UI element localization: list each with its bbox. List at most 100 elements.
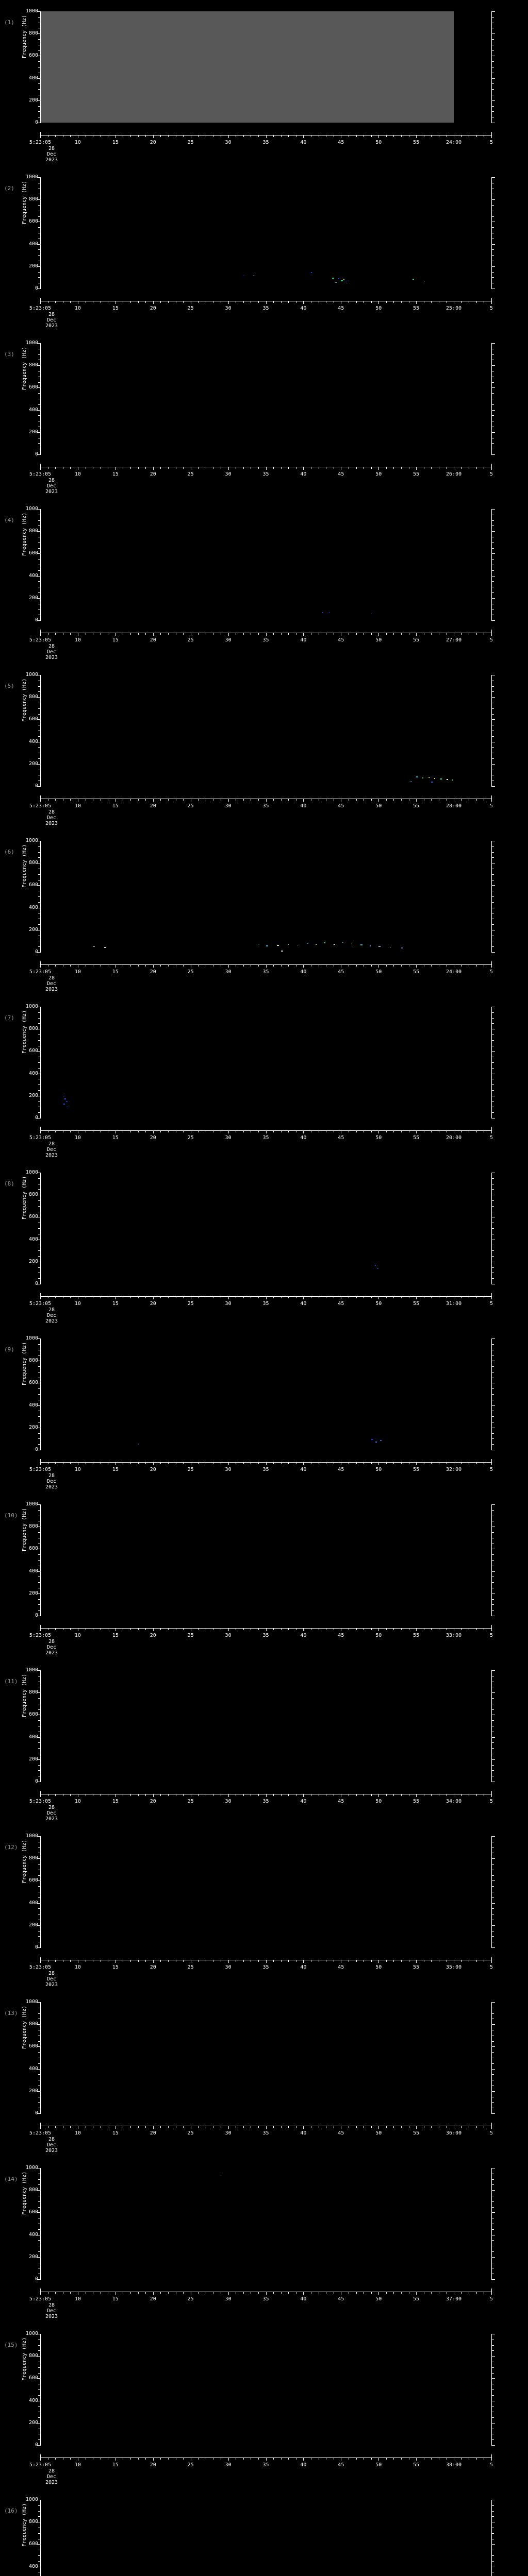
x-axis-tick (243, 2292, 244, 2294)
right-axis-tick (492, 1189, 494, 1190)
spectrogram-plot-area[interactable] (41, 1007, 454, 1118)
x-tick-label: 15 (112, 140, 119, 145)
x-tick-label: 25 (188, 1964, 194, 1970)
right-axis-tick (492, 410, 495, 411)
right-axis-tick (492, 2179, 494, 2180)
x-axis-tick (416, 1960, 417, 1963)
right-axis-tick (492, 2378, 495, 2379)
date-line: 28 (43, 1307, 60, 1313)
spectrogram-plot-area[interactable] (41, 509, 454, 620)
spectrogram-plot-area[interactable] (41, 11, 454, 123)
x-axis-tick (416, 135, 417, 138)
x-tick-label: 5:23:05 (29, 803, 51, 809)
x-axis-tick (401, 2458, 402, 2460)
x-axis-tick (138, 301, 139, 303)
x-axis-cap (491, 132, 492, 135)
spectrogram-plot-area[interactable] (41, 841, 454, 952)
x-tick-label: 24:00 (446, 969, 461, 975)
spectrogram-data-point (332, 278, 334, 279)
x-axis-tick (303, 301, 304, 304)
spectrogram-plot-area[interactable] (41, 1836, 454, 1947)
y-axis-tick (37, 1338, 40, 1339)
right-axis-tick (492, 2074, 494, 2075)
date-line: 2023 (43, 323, 60, 329)
x-axis-tick (258, 1794, 259, 1796)
y-tick-labels: 10008006004002000 (0, 1338, 38, 1450)
right-axis-tick (492, 443, 494, 444)
date-line: Dec (43, 1147, 60, 1153)
y-tick-labels: 10008006004002000 (0, 343, 38, 454)
x-axis-tick (273, 135, 274, 137)
y-axis-tick (37, 2091, 40, 2092)
x-axis-tick (258, 2458, 259, 2460)
spectrogram-plot-area[interactable] (41, 1338, 454, 1450)
x-axis-tick (168, 2292, 169, 2294)
date-line: Dec (43, 981, 60, 987)
x-axis-tick (243, 1794, 244, 1796)
x-axis-tick (153, 1794, 154, 1797)
x-axis-tick (160, 1629, 161, 1630)
x-axis-tick (130, 467, 131, 469)
x-tick-label: 25 (188, 1633, 194, 1638)
spectrogram-plot-area[interactable] (41, 675, 454, 786)
x-axis-tick (138, 965, 139, 967)
x-axis-tick (393, 467, 394, 469)
spectrogram-data-point (345, 281, 347, 282)
x-axis-tick (476, 799, 477, 801)
x-axis-tick (145, 301, 146, 303)
x-tick-label: 50 (375, 2130, 382, 2136)
x-axis-tick (401, 301, 402, 303)
x-axis-tick (130, 633, 131, 635)
x-axis-tick (258, 1960, 259, 1962)
spectrogram-plot-area[interactable] (41, 177, 454, 289)
x-axis-tick (198, 965, 199, 967)
x-axis-cap (491, 961, 492, 965)
spectrogram-plot-area[interactable] (41, 1504, 454, 1616)
spectrogram-plot-area[interactable] (41, 2500, 454, 2576)
right-axis-tick (492, 111, 494, 112)
date-line: 2023 (43, 1982, 60, 1988)
spectrogram-plot-area[interactable] (41, 2334, 454, 2445)
x-tick-label: 35 (262, 1135, 269, 1141)
spectrogram-data-point (380, 1440, 382, 1441)
spectrogram-plot-area[interactable] (41, 1173, 454, 1284)
x-axis-tick (288, 301, 289, 303)
right-axis-tick (492, 387, 495, 388)
spectrogram-plot-area[interactable] (41, 2168, 454, 2279)
spectrogram-plot-area[interactable] (41, 1670, 454, 1782)
x-axis-tick (371, 1960, 372, 1962)
x-axis-tick (228, 467, 229, 470)
right-axis-tick (492, 2516, 494, 2517)
x-tick-label: 45 (338, 140, 344, 145)
x-axis-tick (130, 2292, 131, 2294)
x-tick-label: 15 (112, 2462, 119, 2468)
x-tick-label: 10 (75, 1633, 81, 1638)
x-tick-label: 28:00 (446, 803, 461, 809)
x-tick-label: 20 (150, 2130, 156, 2136)
spectrogram-plot-area[interactable] (41, 343, 454, 454)
x-axis-tick (160, 1131, 161, 1132)
x-axis-tick (55, 633, 56, 635)
spectrogram-panel: (9)Frequency (Hz)100080060040020005:23:0… (0, 1327, 528, 1493)
right-axis-tick (492, 199, 495, 200)
x-tick-label: 30 (225, 306, 232, 311)
right-axis-tick (492, 764, 495, 765)
x-axis-tick (168, 1629, 169, 1630)
date-line: Dec (43, 1479, 60, 1484)
x-axis-tick (145, 1629, 146, 1630)
right-axis-tick (492, 1836, 495, 1837)
x-axis-tick (378, 2292, 379, 2295)
x-axis-cap (491, 1459, 492, 1463)
x-axis-tick (356, 633, 357, 635)
x-tick-label: 40 (300, 1799, 306, 1804)
x-axis-cap (491, 2123, 492, 2126)
x-axis-tick (378, 2458, 379, 2461)
right-axis-tick (492, 277, 494, 278)
spectrogram-plot-area[interactable] (41, 2002, 454, 2113)
x-axis-tick (281, 1131, 282, 1132)
right-axis-tick (492, 581, 494, 582)
x-axis-tick (386, 633, 387, 635)
x-axis-tick (55, 1131, 56, 1132)
x-tick-label: 25 (188, 1799, 194, 1804)
x-axis-tick (243, 301, 244, 303)
